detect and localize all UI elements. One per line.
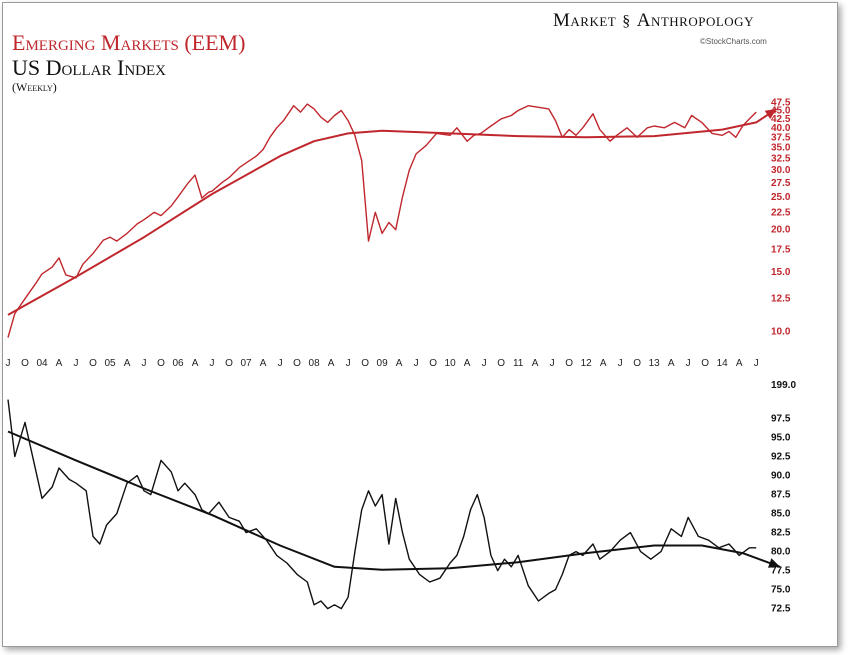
- x-tick-label: 13: [649, 358, 661, 369]
- eem-ytick-label: 27.5: [771, 178, 791, 189]
- usd-ytick-label: 97.5: [771, 414, 791, 425]
- x-tick-label: O: [157, 358, 165, 369]
- eem-ytick-label: 30.0: [771, 165, 791, 176]
- eem-ytick-label: 32.5: [771, 153, 791, 164]
- x-tick-label: 11: [513, 358, 524, 369]
- usd-ytick-label: 199.0: [771, 380, 796, 391]
- chart-frame: [2, 2, 838, 647]
- usd-title: US Dollar Index: [12, 55, 166, 80]
- usd-ytick-label: 92.5: [771, 452, 791, 463]
- eem-ytick-label: 10.0: [771, 327, 791, 338]
- eem-trend-arrowhead: [764, 108, 777, 120]
- x-tick-label: O: [293, 358, 301, 369]
- x-tick-label: O: [497, 358, 505, 369]
- x-tick-label: 05: [104, 358, 116, 369]
- x-tick-label: J: [618, 358, 623, 369]
- usd-ytick-label: 87.5: [771, 490, 791, 501]
- x-tick-label: O: [89, 358, 97, 369]
- x-tick-label: O: [701, 358, 709, 369]
- usd-trendline: [7, 430, 781, 571]
- x-tick-label: A: [464, 358, 471, 369]
- eem-ytick-label: 40.0: [771, 123, 791, 134]
- usd-ytick-label: 82.5: [771, 528, 791, 539]
- x-tick-label: 08: [309, 358, 321, 369]
- brand-logo: Market § Anthropology: [553, 10, 754, 32]
- x-tick-label: A: [124, 358, 131, 369]
- x-tick-label: 04: [36, 358, 48, 369]
- usd-ytick-label: 77.5: [771, 566, 791, 577]
- x-tick-label: J: [754, 358, 759, 369]
- x-tick-label: A: [600, 358, 607, 369]
- x-tick-label: A: [736, 358, 743, 369]
- x-tick-label: A: [56, 358, 63, 369]
- chart-subtitle: (Weekly): [12, 80, 57, 94]
- x-tick-label: O: [429, 358, 437, 369]
- usd-ytick-label: 80.0: [771, 547, 791, 558]
- x-tick-label: J: [74, 358, 79, 369]
- x-tick-label: A: [396, 358, 403, 369]
- x-tick-label: 07: [241, 358, 253, 369]
- x-tick-label: J: [550, 358, 555, 369]
- x-tick-label: J: [6, 358, 11, 369]
- eem-ytick-label: 47.5: [771, 98, 791, 109]
- x-tick-label: 12: [581, 358, 593, 369]
- usd-ytick-label: 95.0: [771, 433, 791, 444]
- x-tick-label: A: [532, 358, 539, 369]
- x-tick-label: J: [686, 358, 691, 369]
- eem-ytick-label: 37.5: [771, 132, 791, 143]
- eem-trendline: [7, 108, 778, 316]
- eem-ytick-label: 15.0: [771, 267, 791, 278]
- x-tick-label: O: [633, 358, 641, 369]
- brand-left: Market: [553, 10, 617, 31]
- usd-trend-arrowhead: [768, 558, 780, 568]
- x-tick-label: 09: [377, 358, 389, 369]
- x-tick-label: A: [260, 358, 267, 369]
- eem-ytick-label: 17.5: [771, 244, 791, 255]
- x-tick-label: J: [346, 358, 351, 369]
- eem-ytick-label: 45.0: [771, 105, 791, 116]
- usd-ytick-label: 85.0: [771, 509, 791, 520]
- x-tick-label: A: [668, 358, 675, 369]
- x-tick-label: J: [210, 358, 215, 369]
- x-tick-label: O: [21, 358, 29, 369]
- x-tick-label: J: [482, 358, 487, 369]
- x-tick-label: 14: [717, 358, 729, 369]
- x-tick-label: J: [142, 358, 147, 369]
- dna-helix-icon: §: [622, 13, 631, 30]
- eem-ytick-label: 42.5: [771, 114, 791, 125]
- x-tick-label: O: [565, 358, 573, 369]
- usd-ytick-label: 72.5: [771, 604, 791, 615]
- usd-ytick-label: 75.0: [771, 585, 791, 596]
- x-tick-label: 10: [445, 358, 457, 369]
- x-tick-label: A: [328, 358, 335, 369]
- x-tick-label: J: [278, 358, 283, 369]
- brand-right: Anthropology: [636, 10, 754, 31]
- usd-price-line: [7, 399, 757, 610]
- x-tick-label: A: [192, 358, 199, 369]
- eem-ytick-label: 25.0: [771, 192, 791, 203]
- x-tick-label: O: [225, 358, 233, 369]
- usd-ytick-label: 90.0: [771, 471, 791, 482]
- eem-title: Emerging Markets (EEM): [12, 30, 246, 55]
- stockcharts-credit: ©StockCharts.com: [700, 37, 767, 46]
- eem-ytick-label: 12.5: [771, 294, 791, 305]
- eem-price-line: [7, 103, 757, 338]
- x-tick-label: J: [414, 358, 419, 369]
- x-tick-label: 06: [172, 358, 184, 369]
- x-tick-label: O: [361, 358, 369, 369]
- eem-ytick-label: 22.5: [771, 207, 791, 218]
- eem-ytick-label: 20.0: [771, 225, 791, 236]
- eem-ytick-label: 35.0: [771, 142, 791, 153]
